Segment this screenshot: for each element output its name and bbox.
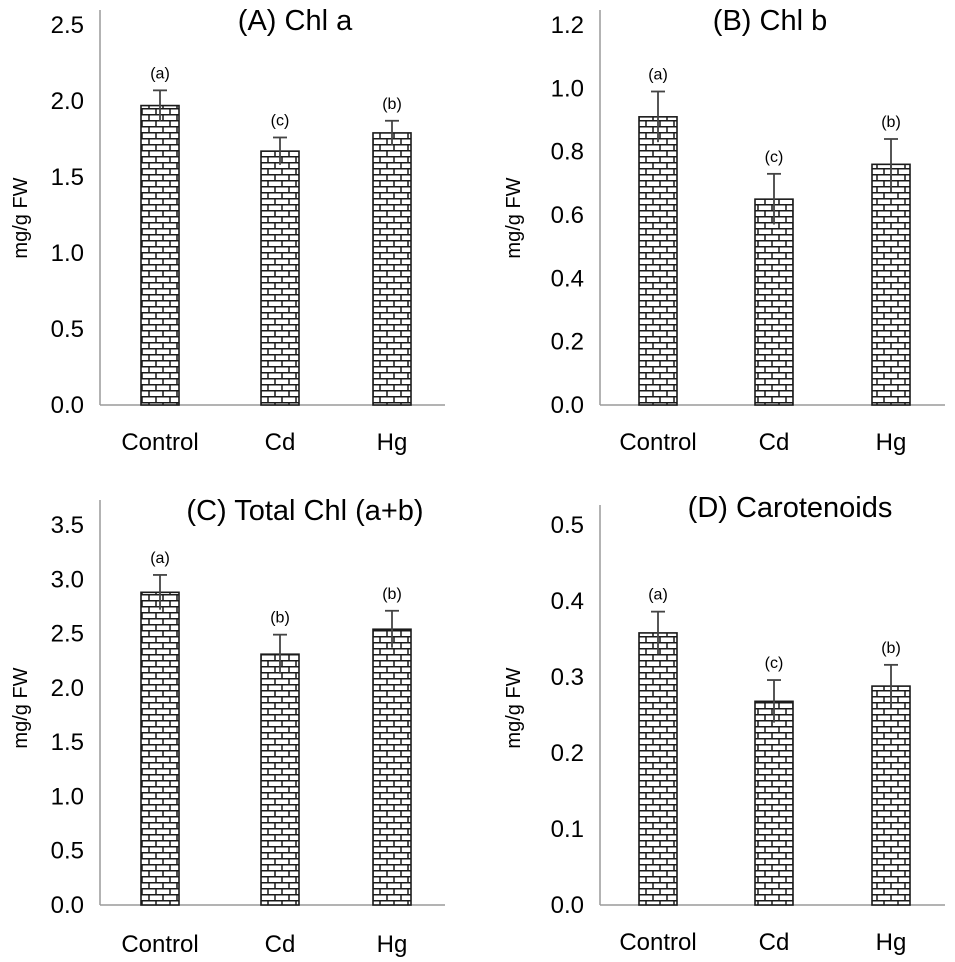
bar <box>871 163 911 406</box>
y-axis-label: mg/g FW <box>503 177 525 258</box>
y-tick-label: 3.5 <box>51 512 84 539</box>
x-tick-label: Control <box>619 929 696 956</box>
y-tick-label: 0.4 <box>551 588 584 615</box>
x-tick-label: Hg <box>876 429 907 456</box>
y-tick-label: 0.8 <box>551 139 584 166</box>
y-tick-label: 2.5 <box>51 12 84 39</box>
bar <box>372 132 412 406</box>
significance-label: (a) <box>648 67 668 84</box>
x-tick-label: Cd <box>759 929 790 956</box>
y-tick-label: 0.6 <box>551 202 584 229</box>
x-tick-label: Cd <box>759 429 790 456</box>
y-tick-label: 1.0 <box>51 783 84 810</box>
x-tick-label: Control <box>121 931 198 958</box>
y-tick-label: 1.0 <box>51 240 84 267</box>
y-tick-label: 0.5 <box>51 316 84 343</box>
bar <box>871 685 911 906</box>
bar <box>638 116 678 406</box>
x-tick-label: Control <box>121 429 198 456</box>
bar <box>140 591 180 906</box>
bar <box>638 632 678 906</box>
y-tick-label: 0.0 <box>51 392 84 419</box>
y-tick-label: 0.3 <box>551 664 584 691</box>
significance-label: (a) <box>150 65 170 82</box>
y-tick-label: 0.2 <box>551 740 584 767</box>
y-tick-label: 0.1 <box>551 816 584 843</box>
y-tick-label: 0.0 <box>51 892 84 919</box>
y-tick-label: 1.5 <box>51 729 84 756</box>
significance-label: (a) <box>648 587 668 604</box>
significance-label: (b) <box>881 114 901 131</box>
significance-label: (c) <box>765 149 784 166</box>
significance-label: (a) <box>150 550 170 567</box>
y-axis-label: mg/g FW <box>10 667 32 748</box>
y-tick-label: 1.0 <box>551 75 584 102</box>
y-tick-label: 2.5 <box>51 621 84 648</box>
panel-a-chl-a: (A) Chl a mg/g FW 0.0 0.5 1.0 1.5 2.0 2.5 (a)… <box>10 5 445 456</box>
y-tick-label: 0.4 <box>551 265 584 292</box>
y-tick-label: 0.5 <box>551 512 584 539</box>
y-axis-label: mg/g FW <box>503 667 525 748</box>
panel-b-chl-b: (B) Chl b mg/g FW 0.00.20.40.60.81.01.2 … <box>503 5 945 456</box>
y-tick-label: 0.0 <box>551 392 584 419</box>
x-tick-label: Hg <box>377 429 408 456</box>
y-tick-label: 1.2 <box>551 12 584 39</box>
panel-title: (D) Carotenoids <box>688 492 893 524</box>
bar <box>372 628 412 906</box>
panel-d-carotenoids: (D) Carotenoids mg/g FW 0.0 0.1 0.2 0.3 0.4 0… <box>503 492 945 956</box>
y-tick-label: 2.0 <box>51 88 84 115</box>
x-tick-label: Hg <box>876 929 907 956</box>
panel-title: (B) Chl b <box>713 5 827 37</box>
y-axis-label: mg/g FW <box>10 177 32 258</box>
bar <box>260 150 300 406</box>
panel-title: (C) Total Chl (a+b) <box>186 495 423 527</box>
bar <box>260 653 300 906</box>
x-tick-label: Hg <box>377 931 408 958</box>
significance-label: (b) <box>881 640 901 657</box>
y-tick-label: 2.0 <box>51 675 84 702</box>
panel-c-total-chl: (C) Total Chl (a+b) mg/g FW 0.0 0.5 1.0 1.5… <box>10 495 445 958</box>
y-tick-label: 1.5 <box>51 164 84 191</box>
x-tick-label: Cd <box>265 931 296 958</box>
panel-title: (A) Chl a <box>238 5 353 37</box>
y-tick-label: 0.0 <box>551 892 584 919</box>
significance-label: (c) <box>271 112 290 129</box>
y-tick-label: 0.5 <box>51 838 84 865</box>
y-tick-label: 0.2 <box>551 329 584 356</box>
significance-label: (b) <box>382 96 402 113</box>
x-tick-label: Cd <box>265 429 296 456</box>
bar <box>140 104 180 406</box>
significance-label: (b) <box>382 586 402 603</box>
y-tick-label: 3.0 <box>51 566 84 593</box>
bar <box>754 198 794 406</box>
bar <box>754 700 794 906</box>
significance-label: (b) <box>270 610 290 627</box>
significance-label: (c) <box>765 655 784 672</box>
x-tick-label: Control <box>619 429 696 456</box>
